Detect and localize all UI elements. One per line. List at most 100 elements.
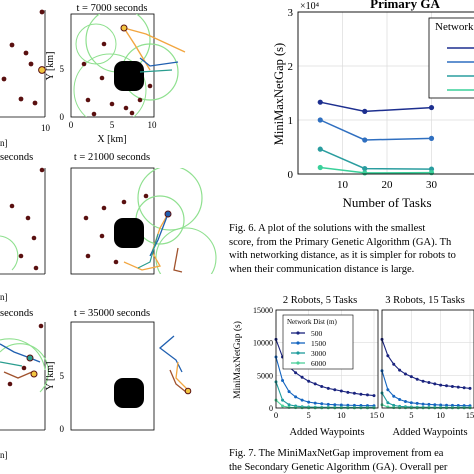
data-point: [462, 386, 466, 390]
legend-title: Network Dist (m): [287, 318, 337, 326]
robot-path: [123, 27, 186, 53]
legend-box: [282, 314, 354, 370]
caption-line: with networking distance, as it is simpl…: [229, 250, 456, 261]
panel-time-label: t = 35000 seconds: [74, 308, 150, 319]
series-line: [275, 339, 375, 397]
series-line: [275, 356, 375, 407]
data-point: [428, 104, 435, 111]
legend-marker: [296, 341, 300, 345]
target-dot: [23, 50, 29, 56]
fig7-caption: Fig. 7. The MiniMaxNetGap improvement fr…: [229, 447, 474, 474]
panel-time-label: seconds: [0, 308, 33, 319]
data-point: [307, 400, 311, 404]
data-point: [362, 170, 368, 176]
axis-label-fragment: n]: [0, 138, 8, 148]
robot-marker: [38, 66, 46, 74]
comm-radius-circle: [155, 227, 217, 274]
x-tick-label: 5: [110, 120, 115, 130]
data-point: [439, 403, 443, 407]
data-point: [352, 403, 356, 407]
plot-frame: [70, 321, 155, 431]
simulation-snapshots-figure: 10 n] t = 7000 seconds 5 0 0 5: [0, 3, 217, 460]
robot-path: [158, 335, 183, 373]
robot-marker: [120, 24, 128, 32]
caption-line: Fig. 7. The MiniMaxNetGap improvement fr…: [229, 448, 444, 459]
x-tick-label: 10: [148, 120, 158, 130]
series-line: [320, 101, 432, 113]
data-point: [392, 394, 396, 398]
sim-panel-left-mid: seconds n]: [0, 152, 46, 302]
x-tick-label: 15: [370, 410, 379, 420]
sim-panel-mid-mid: t = 21000 seconds: [70, 152, 217, 275]
target-dot: [1, 76, 7, 82]
target-dot: [18, 96, 24, 102]
y-tick-label: 2: [288, 61, 294, 73]
x-axis-label: Added Waypoints: [289, 427, 364, 438]
y-tick-label: 5: [60, 64, 65, 74]
caption-line: when their communication distance is lar…: [229, 263, 415, 275]
target-dot: [83, 215, 89, 221]
data-point: [450, 403, 454, 407]
comm-radius-circle: [75, 23, 117, 65]
fig7-secondary-ga-chart: 2 Robots, 5 Tasks 3 Robots, 15 Tasks 050…: [232, 295, 474, 438]
robot-marker: [30, 370, 38, 378]
data-point: [427, 402, 431, 406]
data-point: [362, 108, 368, 114]
data-point: [281, 398, 285, 402]
plot-frame-a: [275, 309, 379, 409]
data-point: [365, 393, 369, 397]
data-point: [468, 386, 472, 390]
robot-marker: [184, 387, 192, 395]
panel-time-label: t = 7000 seconds: [77, 3, 148, 14]
y-axis-label: Y [km]: [45, 52, 56, 81]
panel-title: 2 Robots, 5 Tasks: [283, 295, 357, 306]
comm-radius-circle: [73, 53, 147, 117]
target-dot: [91, 111, 97, 117]
series-line: [381, 370, 471, 407]
target-dot: [28, 61, 34, 67]
data-point: [339, 389, 343, 393]
comm-radius-circle: [137, 168, 203, 231]
legend-label: 6000: [311, 359, 326, 368]
data-point: [433, 382, 437, 386]
legend-marker: [296, 331, 300, 335]
legend-marker: [296, 361, 300, 365]
axis-label-fragment: n]: [0, 450, 8, 460]
robot-path: [0, 343, 41, 363]
target-dot: [85, 97, 91, 103]
y-tick-label: 0: [288, 169, 294, 181]
data-point: [427, 381, 431, 385]
comm-radius-circle: [0, 343, 49, 393]
data-point: [450, 384, 454, 388]
data-point: [317, 117, 323, 123]
data-point: [320, 384, 324, 388]
robot-marker: [26, 354, 34, 362]
data-point: [386, 388, 390, 392]
series-line: [381, 339, 471, 389]
robot-path: [0, 361, 23, 367]
target-dot: [25, 215, 31, 221]
x-axis-label: Number of Tasks: [342, 195, 431, 210]
obstacle: [114, 218, 144, 248]
legend-box: [428, 17, 474, 99]
data-point: [346, 403, 350, 407]
x-tick-label: 10: [436, 410, 445, 420]
data-point: [433, 403, 437, 407]
target-dot: [85, 253, 91, 259]
x-tick-label: 0: [69, 120, 74, 130]
target-dot: [9, 203, 15, 209]
target-dot: [109, 101, 115, 107]
data-point: [445, 403, 449, 407]
data-point: [403, 399, 407, 403]
data-point: [326, 386, 330, 390]
chart-title: Primary GA: [370, 0, 440, 11]
data-point: [339, 403, 343, 407]
target-dot: [113, 259, 119, 265]
data-point: [398, 368, 402, 372]
x-tick-label: 20: [382, 179, 394, 191]
target-dot: [99, 233, 105, 239]
data-point: [421, 402, 425, 406]
y-axis-label: MiniMaxNetGap (s): [232, 321, 243, 399]
sim-panel-left-top: 10 n]: [0, 9, 51, 148]
